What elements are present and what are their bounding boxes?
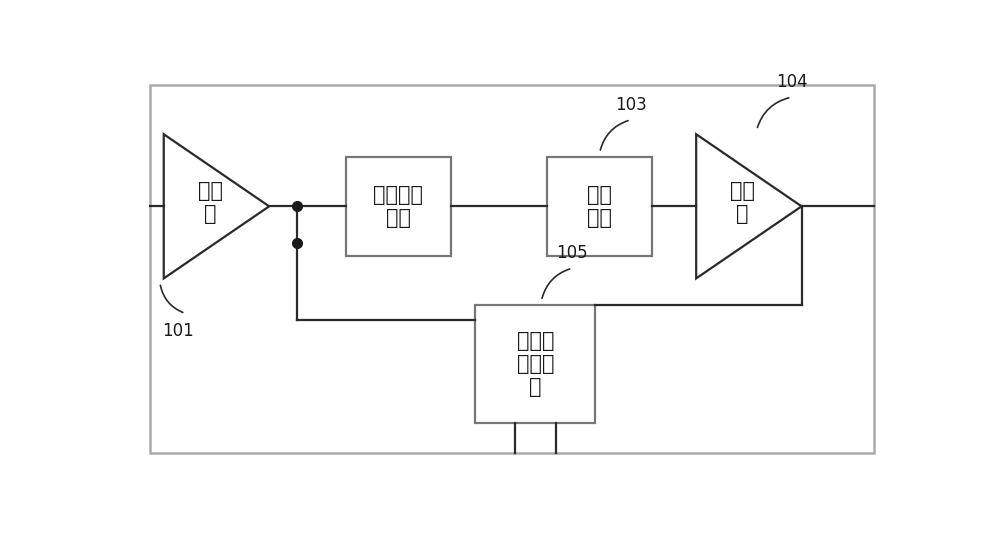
Bar [475,305,595,423]
Text: 预加重
求和电
路: 预加重 求和电 路 [517,331,554,397]
Text: 放大
器: 放大 器 [730,181,755,224]
Bar [547,157,652,256]
Text: 延追
单元: 延追 单元 [587,185,612,228]
Text: 104: 104 [776,73,807,91]
Text: 放大
器: 放大 器 [198,181,223,224]
Text: 103: 103 [615,96,647,113]
Text: 105: 105 [557,244,588,262]
Bar [346,157,450,256]
Bar [150,85,874,454]
Text: 101: 101 [162,322,194,340]
Text: 分压滤波
网络: 分压滤波 网络 [373,185,423,228]
